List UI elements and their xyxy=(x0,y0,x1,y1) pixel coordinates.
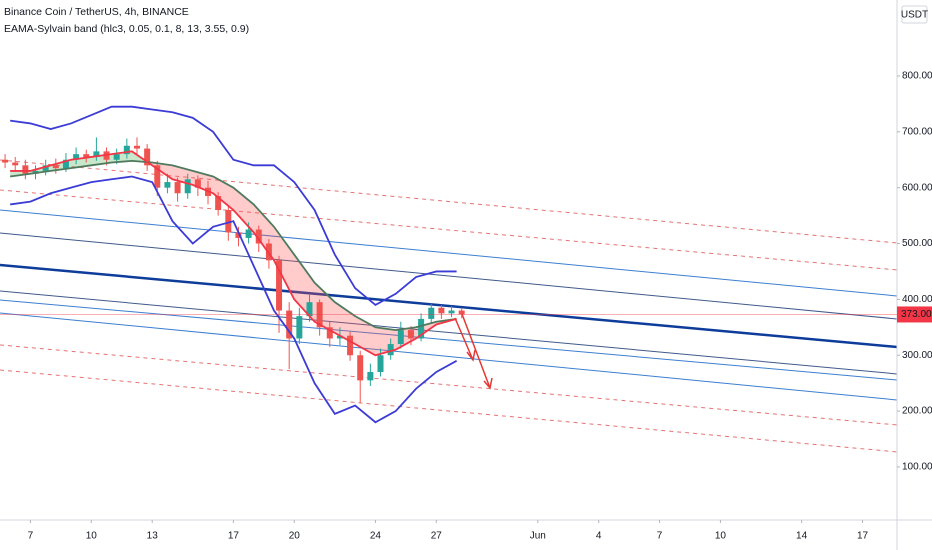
candle-body xyxy=(367,371,374,381)
x-tick-label: 17 xyxy=(228,531,240,542)
x-tick-label: 27 xyxy=(431,531,443,542)
currency-box[interactable] xyxy=(901,5,928,24)
y-tick-label: 200.00 xyxy=(902,406,932,417)
arrows xyxy=(454,313,493,390)
trend-line xyxy=(0,312,898,401)
lower-band-line xyxy=(10,175,458,424)
x-tick-label: 20 xyxy=(289,531,301,542)
price-axis-panel xyxy=(897,0,932,550)
candle-body xyxy=(407,330,414,339)
candle-body xyxy=(347,335,354,356)
candle-body xyxy=(418,318,425,339)
x-tick-label: 14 xyxy=(796,531,808,542)
candle-body xyxy=(296,316,303,339)
x-tick-label: 7 xyxy=(657,531,663,542)
last-price-label: 373.00 xyxy=(901,309,932,320)
candle-body xyxy=(357,355,364,381)
candle-body xyxy=(286,310,293,339)
x-tick-label: 13 xyxy=(147,531,159,542)
candle-body xyxy=(133,145,140,149)
upper-band-line xyxy=(10,105,457,307)
candle-body xyxy=(2,159,9,163)
y-tick-label: 600.00 xyxy=(902,182,932,193)
y-tick-label: 800.00 xyxy=(902,71,932,82)
candle-body xyxy=(306,302,313,317)
candle-body xyxy=(387,344,394,356)
x-tick-label: 4 xyxy=(596,531,602,542)
band-fill xyxy=(355,316,376,356)
candle-body xyxy=(184,179,191,194)
candle-body xyxy=(276,260,283,311)
candle-body xyxy=(316,302,323,328)
time-axis-panel xyxy=(0,520,932,550)
band-fill xyxy=(233,187,254,233)
candle-body xyxy=(245,229,252,238)
candle-body xyxy=(438,307,445,314)
candle-body xyxy=(154,165,161,188)
candle-body xyxy=(336,335,343,339)
chart-title: Binance Coin / TetherUS, 4h, BINANCE xyxy=(4,6,189,18)
candle-body xyxy=(164,182,171,188)
x-tick-label: 7 xyxy=(28,531,34,542)
candle-body xyxy=(62,159,69,169)
candle-body xyxy=(194,179,201,188)
currency-label[interactable]: USDT xyxy=(901,10,928,21)
trend-line xyxy=(0,159,898,244)
trend-line xyxy=(0,232,898,320)
eama-fast-line xyxy=(10,150,457,357)
candle-body xyxy=(52,165,59,169)
y-tick-label: 500.00 xyxy=(902,238,932,249)
candle-body xyxy=(123,145,130,155)
y-tick-label: 100.00 xyxy=(902,462,932,473)
candle-body xyxy=(326,327,333,339)
plot-area xyxy=(0,105,898,453)
candle-body xyxy=(397,330,404,345)
y-tick-label: 700.00 xyxy=(902,126,932,137)
candle-body xyxy=(93,151,100,157)
candle-body xyxy=(73,154,80,160)
trend-line xyxy=(0,263,898,349)
candle-body xyxy=(377,355,384,372)
candle-body xyxy=(428,307,435,319)
candle-body xyxy=(235,232,242,238)
trend-line xyxy=(0,189,898,271)
eama-slow-line xyxy=(10,159,457,332)
x-tick-label: 10 xyxy=(86,531,98,542)
indicator-label: EAMA-Sylvain band (hlc3, 0.05, 0.1, 8, 1… xyxy=(4,23,249,35)
arrow xyxy=(461,313,493,390)
trend-line xyxy=(0,369,898,453)
band-fill xyxy=(213,176,234,211)
y-tick-label: 400.00 xyxy=(902,294,932,305)
x-tick-label: Jun xyxy=(530,531,546,542)
candle-body xyxy=(174,182,181,194)
trend-line xyxy=(0,299,898,381)
x-tick-label: 24 xyxy=(370,531,382,542)
trend-line xyxy=(0,209,898,297)
x-tick-label: 10 xyxy=(715,531,727,542)
candle-body xyxy=(255,229,262,244)
candle-body xyxy=(42,165,49,171)
band-fill xyxy=(273,226,295,300)
candle-body xyxy=(22,165,29,174)
candle-body xyxy=(448,310,455,314)
candle-body xyxy=(12,162,19,166)
candle-body xyxy=(225,210,232,233)
trend-line xyxy=(0,290,898,375)
last-price-box xyxy=(897,306,932,323)
candle-body xyxy=(458,310,465,315)
candle-body xyxy=(215,196,222,211)
candle-body xyxy=(144,148,151,166)
candle-body xyxy=(83,154,90,157)
x-tick-label: 17 xyxy=(857,531,869,542)
trend-line xyxy=(0,344,898,426)
arrow xyxy=(454,317,476,362)
y-tick-label: 300.00 xyxy=(902,350,932,361)
candle-body xyxy=(113,154,120,160)
